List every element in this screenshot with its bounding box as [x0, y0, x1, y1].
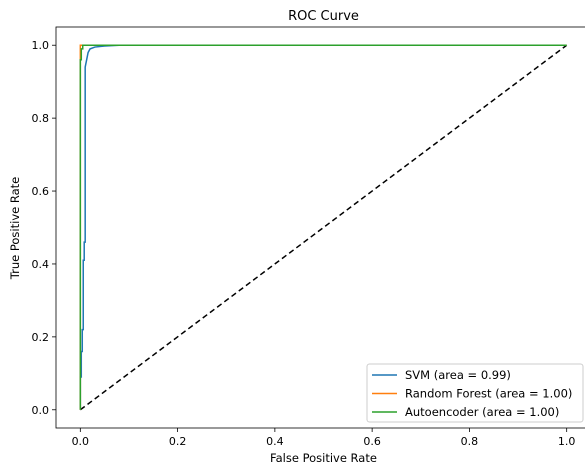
- legend-box: [366, 363, 584, 423]
- y-tick-label: 0.8: [32, 112, 50, 125]
- x-axis-label: False Positive Rate: [270, 451, 377, 465]
- legend-label-0: SVM (area = 0.99): [405, 368, 511, 382]
- y-axis: 0.0 0.2 0.4 0.6 0.8 1.0: [32, 39, 56, 417]
- x-tick-label: 0.4: [266, 435, 284, 448]
- y-tick-label: 0.0: [32, 404, 50, 417]
- legend-label-1: Random Forest (area = 1.00): [405, 387, 572, 401]
- x-tick-label: 0.0: [72, 435, 90, 448]
- x-tick-label: 0.2: [169, 435, 187, 448]
- reference-diagonal-line: [79, 44, 568, 411]
- x-tick-label: 0.6: [363, 435, 381, 448]
- y-tick-label: 0.2: [32, 331, 50, 344]
- chart-title: ROC Curve: [288, 9, 359, 24]
- plot-area: [55, 26, 585, 429]
- y-axis-label: True Positive Rate: [8, 177, 22, 280]
- legend: SVM (area = 0.99) Random Forest (area = 1…: [366, 363, 584, 423]
- series-line-0: [79, 44, 567, 410]
- series-line-2: [79, 44, 567, 410]
- legend-label-2: Autoencoder (area = 1.00): [405, 405, 559, 419]
- plot-frame: [55, 26, 585, 429]
- y-tick-label: 1.0: [32, 39, 50, 52]
- x-tick-label: 0.8: [461, 435, 479, 448]
- x-tick-label: 1.0: [558, 435, 576, 448]
- y-tick-label: 0.4: [32, 258, 50, 271]
- x-axis: 0.0 0.2 0.4 0.6 0.8 1.0: [72, 428, 576, 448]
- y-tick-label: 0.6: [32, 185, 50, 198]
